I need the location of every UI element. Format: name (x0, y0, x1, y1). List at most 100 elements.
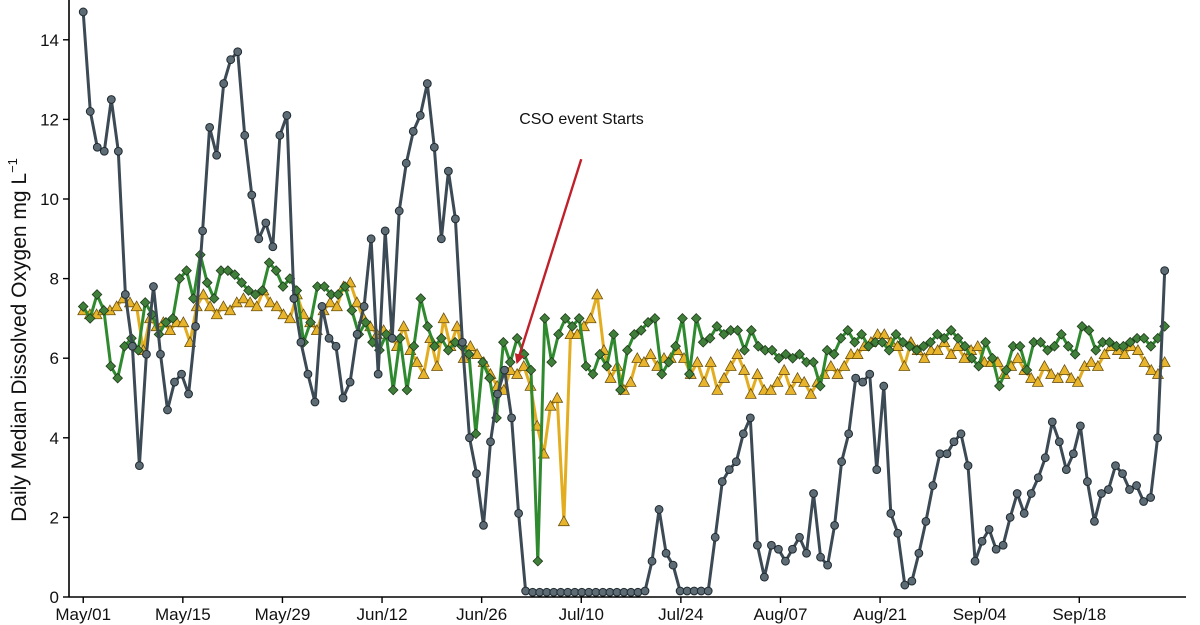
data-point-diamond (697, 336, 709, 348)
data-point-diamond (525, 364, 537, 376)
axes-layer (68, 0, 1186, 598)
data-point-circle (809, 489, 818, 498)
data-point-diamond (318, 281, 330, 292)
data-point-triangle (944, 347, 958, 359)
data-point-circle (1019, 509, 1029, 518)
data-point-triangle (203, 300, 217, 312)
data-point-triangle (471, 347, 484, 359)
data-point-triangle (644, 347, 657, 359)
data-point-diamond (1083, 324, 1095, 336)
data-point-triangle (250, 300, 263, 312)
data-point-diamond (931, 328, 943, 340)
data-point-circle (1139, 497, 1148, 506)
data-point-diamond (938, 332, 950, 344)
data-point-circle (338, 393, 348, 403)
data-point-diamond (746, 324, 757, 336)
data-point-circle (710, 532, 720, 542)
data-point-diamond (139, 297, 151, 308)
data-point-diamond (470, 428, 482, 440)
data-point-triangle (604, 371, 617, 383)
data-point-circle (317, 302, 327, 311)
data-point-diamond (925, 336, 936, 348)
data-point-circle (991, 544, 1001, 554)
data-point-triangle (711, 383, 724, 395)
data-point-diamond (504, 356, 516, 368)
data-point-circle (1005, 513, 1015, 522)
data-point-circle (738, 429, 748, 439)
data-point-diamond (415, 293, 427, 304)
data-point-circle (324, 333, 334, 343)
data-point-diamond (1069, 348, 1081, 360)
data-point-circle (1083, 477, 1092, 486)
data-point-circle (767, 540, 776, 550)
data-point-circle (661, 548, 671, 558)
data-point-diamond (236, 277, 248, 288)
data-point-diamond (911, 344, 923, 356)
data-point-triangle (697, 375, 711, 387)
data-point-triangle (898, 359, 911, 371)
data-point-diamond (918, 340, 929, 352)
x-tick-label: Aug/07 (754, 605, 808, 624)
data-point-circle (1026, 489, 1036, 498)
data-point-circle (1054, 437, 1064, 447)
data-point-circle (837, 457, 847, 467)
data-point-diamond (546, 356, 557, 368)
data-point-circle (436, 234, 446, 244)
series-triangle (77, 276, 1171, 527)
data-point-triangle (110, 300, 123, 312)
y-tick-label: 6 (50, 349, 59, 368)
data-point-diamond (277, 281, 289, 292)
data-point-triangle (330, 300, 343, 312)
data-point-circle (823, 560, 832, 570)
data-point-diamond (732, 324, 743, 336)
data-point-diamond (601, 360, 613, 372)
data-point-circle (219, 79, 229, 88)
x-tick-label: May/15 (155, 605, 211, 624)
data-point-circle (830, 520, 840, 530)
x-tick-label: May/01 (55, 605, 111, 624)
data-point-diamond (436, 332, 447, 344)
data-point-circle (921, 516, 931, 526)
data-point-circle (774, 544, 783, 554)
data-point-diamond (663, 356, 675, 368)
data-point-diamond (883, 344, 895, 356)
data-point-circle (640, 586, 650, 596)
data-point-diamond (704, 332, 716, 344)
x-tick-label: Jun/26 (456, 605, 507, 624)
data-point-diamond (346, 305, 358, 316)
data-point-diamond (1145, 340, 1157, 352)
data-point-triangle (1045, 367, 1058, 379)
data-point-diamond (773, 352, 785, 364)
data-point-circle (451, 214, 460, 224)
data-point-diamond (498, 336, 509, 348)
data-point-diamond (1055, 328, 1067, 340)
data-point-triangle (771, 375, 784, 387)
series-diamond (77, 249, 1171, 567)
series-layer (77, 7, 1171, 597)
data-point-triangle (217, 300, 230, 312)
data-point-circle (1125, 485, 1134, 494)
data-point-triangle (738, 363, 751, 375)
data-point-circle (633, 587, 643, 597)
series-line-triangle (82, 281, 1167, 523)
data-point-diamond (174, 273, 186, 284)
data-point-circle (149, 282, 158, 291)
data-point-circle (1160, 266, 1170, 276)
data-point-diamond (635, 324, 647, 336)
data-point-circle (1033, 473, 1043, 483)
data-point-triangle (851, 347, 864, 359)
data-point-diamond (1049, 340, 1060, 352)
data-point-diamond (959, 340, 971, 352)
data-point-circle (802, 548, 811, 558)
data-point-circle (507, 413, 516, 423)
data-point-triangle (1011, 351, 1024, 363)
data-point-diamond (780, 348, 792, 360)
data-point-diamond (511, 332, 523, 344)
data-point-diamond (1076, 320, 1088, 332)
data-point-circle (914, 548, 924, 558)
data-point-diamond (566, 320, 578, 332)
data-point-diamond (842, 324, 854, 336)
annotation-layer: CSO event Starts (514, 111, 644, 365)
data-point-triangle (1071, 375, 1084, 387)
data-point-circle (247, 190, 257, 200)
